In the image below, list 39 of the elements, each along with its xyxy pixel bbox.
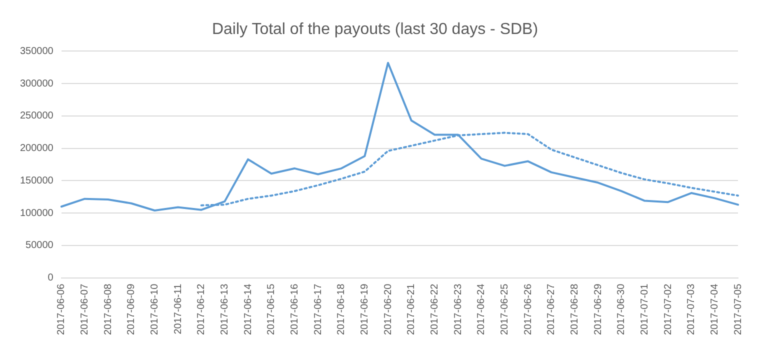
x-tick-label: 2017-06-10	[149, 283, 160, 336]
y-tick-label: 350000	[20, 46, 54, 57]
x-tick-label: 2017-07-04	[709, 283, 720, 336]
y-tick-label: 300000	[20, 78, 54, 90]
x-tick-label: 2017-06-21	[406, 283, 418, 336]
y-tick-label: 250000	[20, 110, 54, 122]
x-tick-label: 2017-06-08	[102, 283, 114, 336]
y-tick-label: 0	[48, 272, 54, 284]
x-tick-label: 2017-06-15	[266, 283, 278, 336]
y-tick-label: 150000	[20, 175, 54, 186]
x-tick-label: 2017-07-01	[639, 283, 650, 336]
x-tick-label: 2017-07-03	[686, 283, 698, 336]
x-tick-label: 2017-06-11	[172, 283, 184, 334]
x-tick-label: 2017-06-07	[79, 283, 90, 336]
y-tick-label: 100000	[20, 208, 54, 219]
x-tick-label: 2017-06-09	[126, 283, 138, 336]
x-tick-label: 2017-06-20	[382, 283, 394, 336]
x-tick-label: 2017-06-12	[196, 283, 208, 336]
x-tick-label: 2017-06-24	[476, 283, 488, 336]
x-tick-label: 2017-06-18	[336, 283, 348, 336]
x-tick-label: 2017-06-28	[569, 283, 580, 336]
x-tick-label: 2017-06-23	[452, 283, 464, 336]
x-tick-label: 2017-06-06	[56, 283, 68, 336]
x-tick-label: 2017-06-29	[592, 283, 604, 336]
x-tick-label: 2017-06-14	[242, 283, 254, 336]
x-tick-label: 2017-06-17	[312, 283, 324, 336]
chart-title: Daily Total of the payouts (last 30 days - SDB)	[212, 21, 538, 38]
x-tick-label: 2017-06-30	[616, 283, 628, 336]
x-tick-label: 2017-06-25	[499, 283, 510, 336]
x-tick-label: 2017-07-02	[662, 283, 674, 336]
x-tick-label: 2017-06-19	[359, 283, 370, 336]
x-tick-label: 2017-06-16	[289, 283, 300, 336]
x-tick-label: 2017-07-05	[732, 283, 744, 336]
x-tick-label: 2017-06-26	[522, 283, 534, 336]
y-tick-label: 50000	[26, 240, 54, 252]
x-tick-label: 2017-06-22	[429, 283, 440, 336]
x-tick-label: 2017-06-13	[219, 283, 230, 336]
y-tick-label: 200000	[20, 143, 54, 154]
x-tick-label: 2017-06-27	[546, 283, 558, 336]
